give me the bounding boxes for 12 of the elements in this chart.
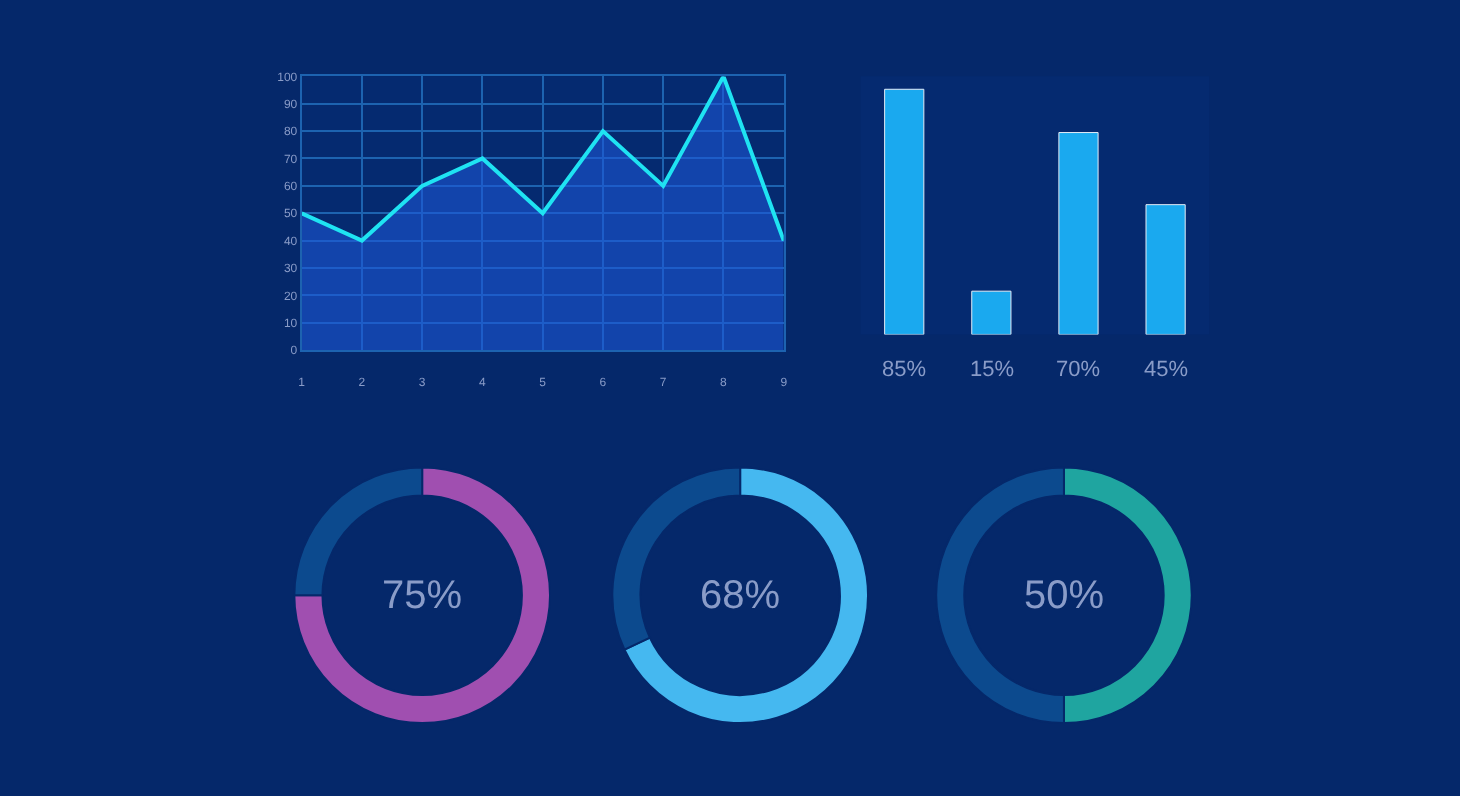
- data-label: 85%: [882, 358, 927, 382]
- bar: [971, 290, 1012, 335]
- donut-slice: [293, 466, 551, 724]
- data-label: 45%: [1144, 358, 1189, 382]
- bar: [1145, 204, 1186, 335]
- bar: [1058, 132, 1099, 335]
- data-label: 70%: [1056, 358, 1101, 382]
- data-label: 50%: [1024, 574, 1105, 618]
- bar: [884, 88, 925, 335]
- data-label: 75%: [382, 574, 463, 618]
- data-label: 68%: [700, 574, 781, 618]
- data-label: 15%: [970, 358, 1015, 382]
